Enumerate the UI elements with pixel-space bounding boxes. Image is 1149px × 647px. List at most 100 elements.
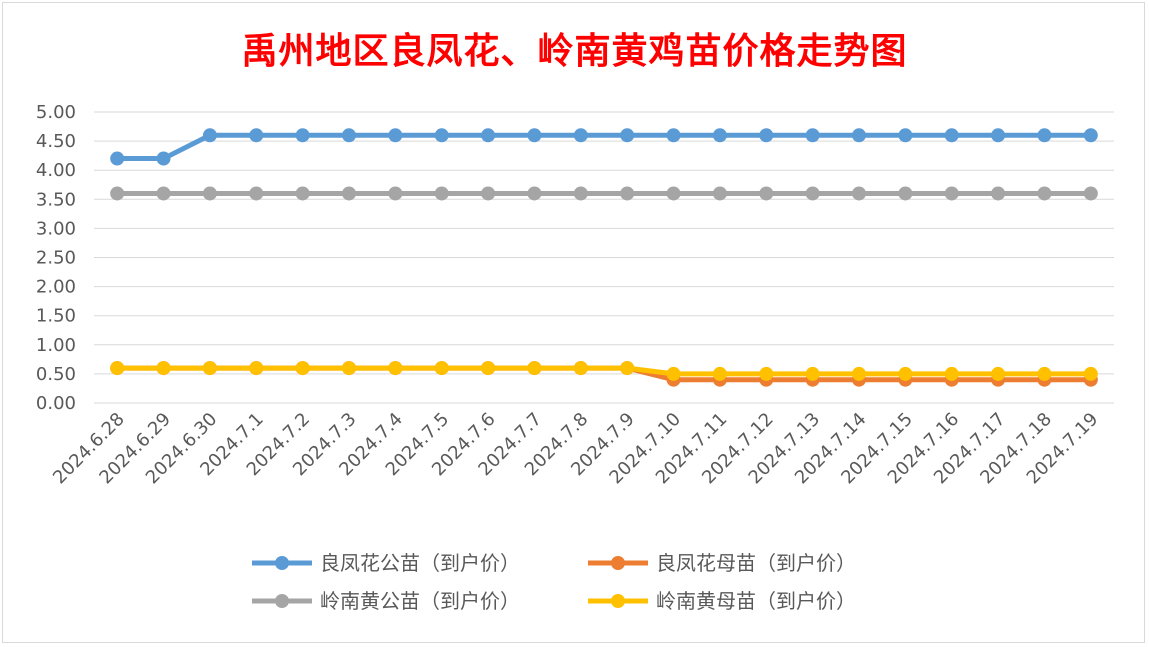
chart-title: 禹州地区良凤花、岭南黄鸡苗价格走势图 [241,30,908,72]
data-point [944,128,959,143]
data-point [852,366,866,381]
y-tick-label: 1.00 [36,335,76,356]
data-point [620,361,635,376]
series-line [117,132,1091,162]
y-tick-label: 1.50 [36,306,76,327]
y-tick-label: 3.00 [36,218,76,239]
data-point [156,186,171,201]
data-point [1037,128,1052,143]
data-point [712,366,727,381]
data-point [481,186,496,201]
data-point [342,186,356,201]
data-point [249,186,264,201]
data-point [1083,366,1098,381]
data-point [991,186,1006,201]
data-point [573,361,588,376]
data-point [202,128,217,143]
data-point [991,366,1006,381]
data-point [666,366,681,381]
series-1 [110,128,1098,166]
data-point [110,186,125,201]
data-point [898,366,913,381]
data-point [110,151,125,166]
data-point [759,366,774,381]
data-point [712,128,727,143]
grid-lines [94,111,1114,404]
data-point [110,361,125,376]
y-tick-label: 2.50 [36,248,76,269]
data-point [573,186,588,201]
y-tick-label: 0.50 [36,364,76,385]
series-line [117,365,1091,377]
data-point [295,128,310,143]
legend-item-4: 岭南黄母苗（到户价） [588,589,856,613]
data-point [434,186,449,201]
data-point [481,128,496,143]
y-tick-label: 2.00 [36,277,76,298]
data-point [759,128,774,143]
data-point [342,128,356,143]
data-point [388,128,403,143]
data-point [388,361,403,376]
data-point [156,151,171,166]
y-tick-label: 4.00 [36,160,76,181]
data-point [202,186,217,201]
data-point [1083,128,1098,143]
y-tick-label: 0.00 [36,393,76,414]
data-point [944,366,959,381]
legend-swatch-marker [611,594,625,608]
y-tick-label: 3.50 [36,189,76,210]
data-point [1037,186,1052,201]
data-point [388,186,403,201]
data-point [898,186,913,201]
data-point [620,186,635,201]
legend-swatch-marker [275,594,289,608]
data-point [434,128,449,143]
legend-item-1: 良凤花公苗（到户价） [252,551,520,575]
legend-label: 岭南黄母苗（到户价） [656,589,856,613]
legend-item-2: 良凤花母苗（到户价） [588,551,856,575]
x-axis-ticks: 2024.6.282024.6.292024.6.302024.7.12024.… [49,409,1102,489]
data-point [852,128,866,143]
legend-label: 良凤花公苗（到户价） [320,551,520,575]
data-point [156,361,171,376]
y-axis-ticks: 0.00 0.50 1.00 1.50 2.00 2.50 3.00 3.50 4.00 4.50… [36,102,76,414]
data-point [527,361,542,376]
legend-label: 岭南黄公苗（到户价） [320,589,520,613]
data-point [712,186,727,201]
y-tick-label: 5.00 [36,102,76,123]
data-point [249,361,264,376]
data-point [991,128,1006,143]
data-point [527,128,542,143]
data-point [666,186,681,201]
data-point [944,186,959,201]
data-point [620,128,635,143]
legend-item-3: 岭南黄公苗（到户价） [252,589,520,613]
data-point [342,361,356,376]
data-point [898,128,913,143]
data-point [434,361,449,376]
data-point [852,186,866,201]
data-point [1037,366,1052,381]
data-point [666,128,681,143]
data-point [295,186,310,201]
y-tick-label: 4.50 [36,131,76,152]
data-point [527,186,542,201]
series-3 [110,186,1098,201]
data-point [759,186,774,201]
data-point [805,366,820,381]
legend-label: 良凤花母苗（到户价） [656,551,856,575]
data-point [1083,186,1098,201]
data-point [481,361,496,376]
legend: 良凤花公苗（到户价） 良凤花母苗（到户价） 岭南黄公苗（到户价） 岭南黄母苗（到户价） [252,551,856,613]
series-lines [110,128,1098,387]
data-point [202,361,217,376]
data-point [249,128,264,143]
data-point [805,186,820,201]
legend-swatch-marker [611,556,625,570]
series-4 [110,361,1098,381]
data-point [805,128,820,143]
data-point [295,361,310,376]
